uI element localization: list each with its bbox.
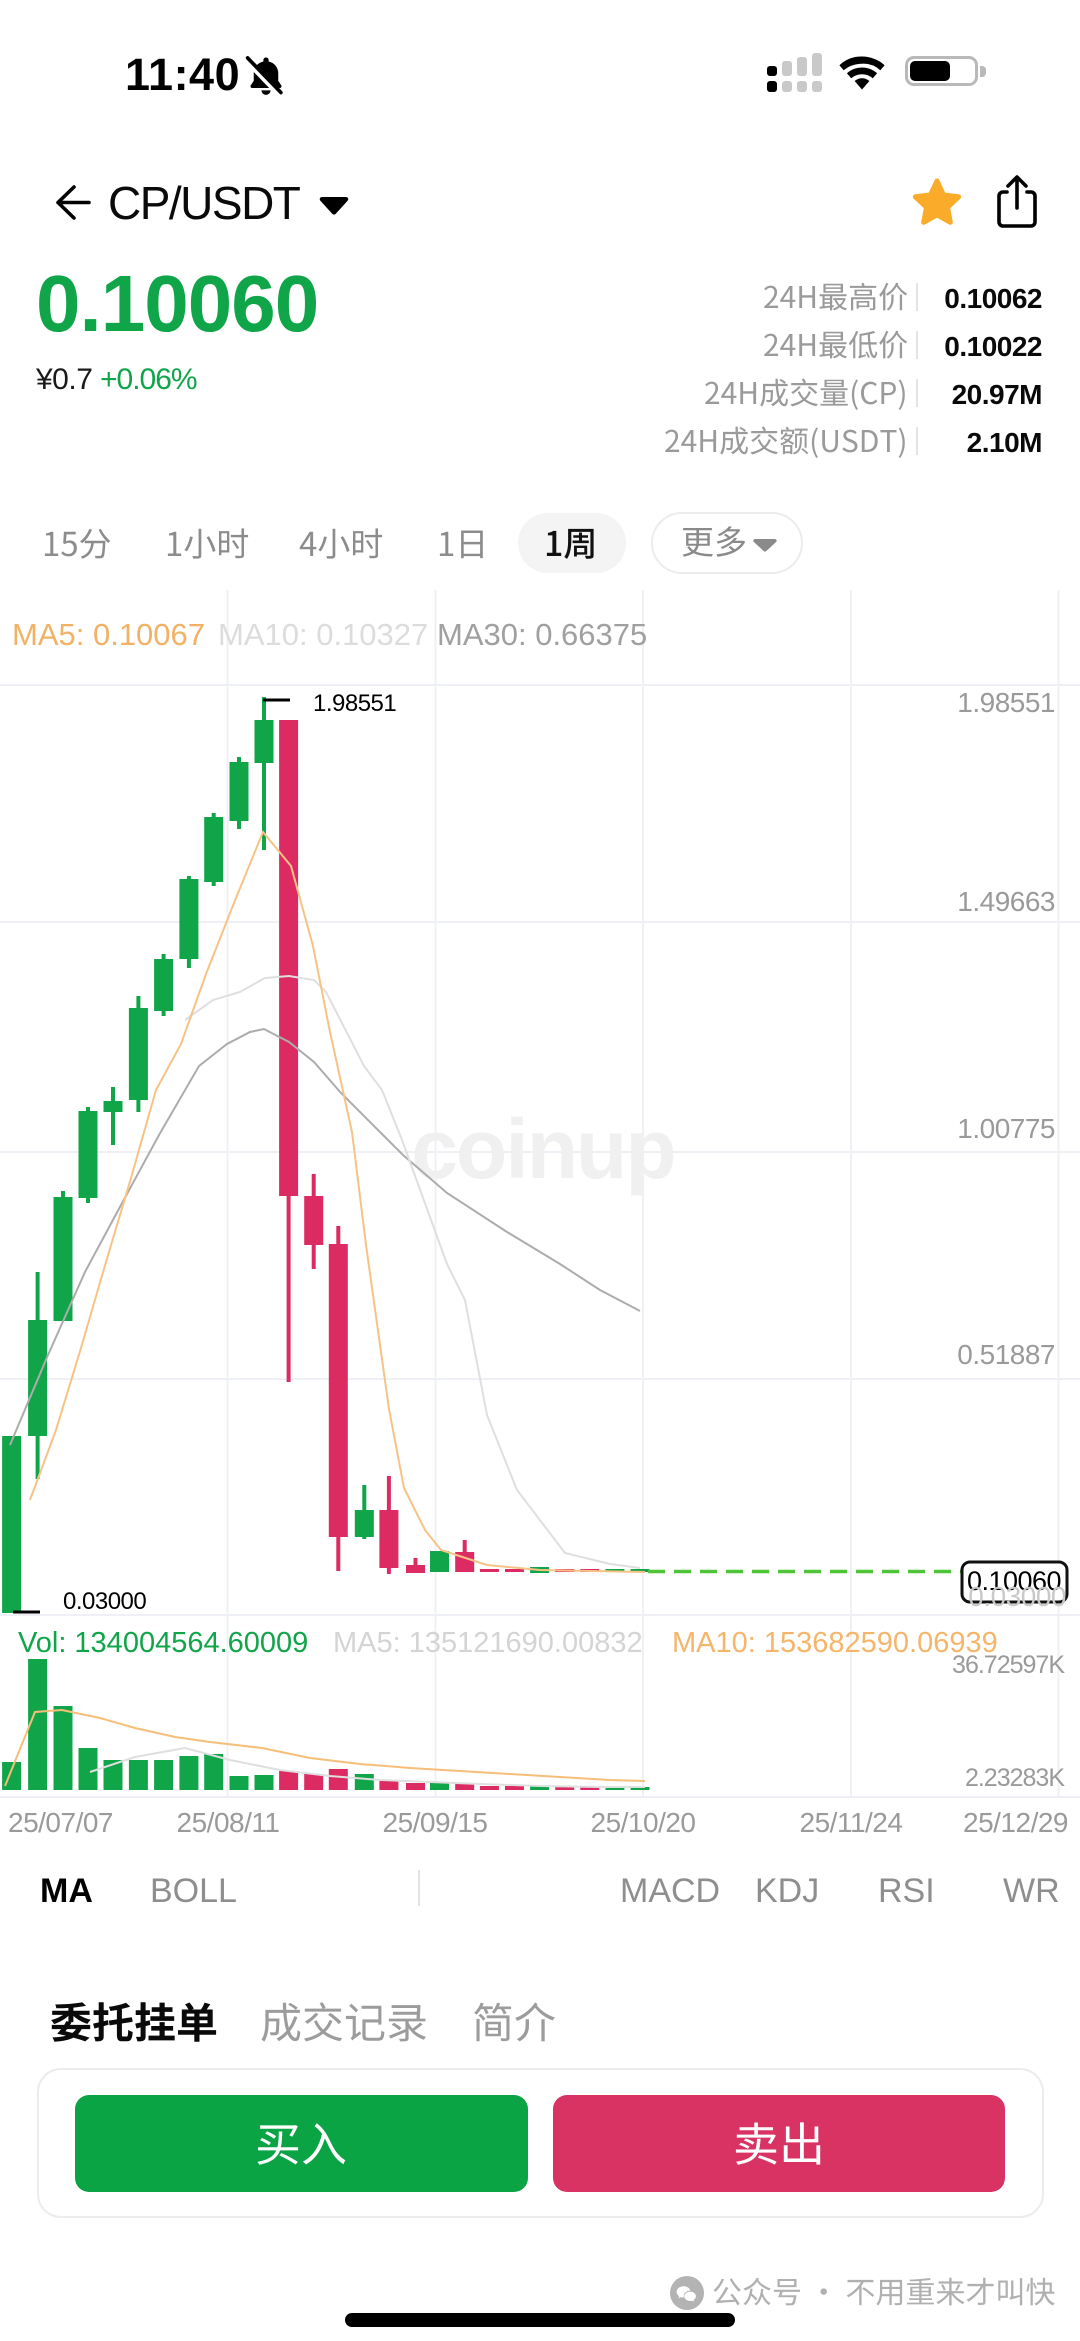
svg-text:25/10/20: 25/10/20 xyxy=(591,1807,696,1838)
svg-text:0.51887: 0.51887 xyxy=(957,1339,1055,1370)
svg-text:MA10: 153682590.06939: MA10: 153682590.06939 xyxy=(672,1627,998,1659)
svg-text:25/09/15: 25/09/15 xyxy=(383,1807,488,1838)
svg-text:1.00775: 1.00775 xyxy=(957,1113,1055,1144)
svg-text:2.23283K: 2.23283K xyxy=(965,1764,1065,1792)
svg-text:MA30: 0.66375: MA30: 0.66375 xyxy=(437,617,647,652)
svg-text:MA5: 0.10067: MA5: 0.10067 xyxy=(12,617,205,652)
svg-text:36.72597K: 36.72597K xyxy=(952,1651,1065,1679)
svg-text:coinup: coinup xyxy=(411,1102,674,1196)
svg-text:1.98551: 1.98551 xyxy=(957,687,1055,718)
svg-text:0.10060: 0.10060 xyxy=(967,1566,1061,1596)
svg-text:1.49663: 1.49663 xyxy=(957,886,1055,917)
svg-text:MA10: 0.10327: MA10: 0.10327 xyxy=(218,617,428,652)
svg-text:0.03000: 0.03000 xyxy=(63,1588,146,1615)
svg-text:25/08/11: 25/08/11 xyxy=(177,1807,280,1838)
svg-text:Vol: 134004564.60009: Vol: 134004564.60009 xyxy=(18,1627,308,1659)
svg-text:25/11/24: 25/11/24 xyxy=(800,1807,903,1838)
svg-text:MA5: 135121690.00832: MA5: 135121690.00832 xyxy=(333,1627,643,1659)
svg-text:25/12/29: 25/12/29 xyxy=(963,1807,1068,1838)
svg-text:1.98551: 1.98551 xyxy=(313,690,396,717)
svg-text:0.03000: 0.03000 xyxy=(968,1581,1066,1612)
svg-text:25/07/07: 25/07/07 xyxy=(8,1807,113,1838)
